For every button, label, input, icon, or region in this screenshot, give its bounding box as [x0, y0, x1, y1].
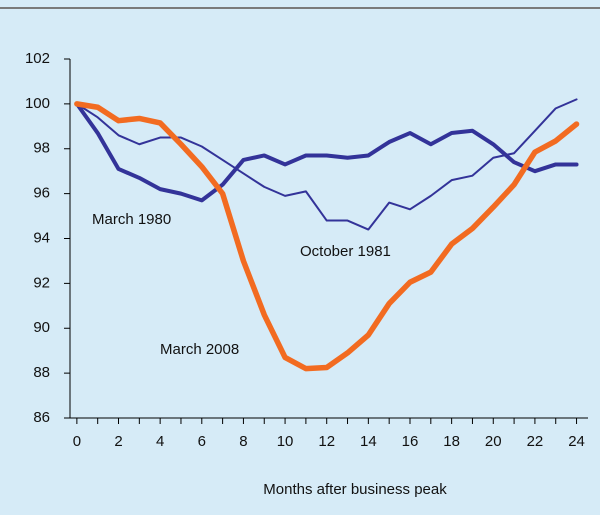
y-tick-label: 94 [33, 229, 50, 246]
y-tick-label: 86 [33, 409, 50, 426]
x-tick-label: 0 [73, 433, 81, 450]
y-tick-label: 98 [33, 140, 50, 157]
x-tick-label: 16 [402, 433, 419, 450]
x-axis-label: Months after business peak [263, 481, 447, 498]
x-tick-label: 10 [277, 433, 294, 450]
x-tick-label: 20 [485, 433, 502, 450]
y-tick-label: 88 [33, 364, 50, 381]
y-tick-label: 100 [25, 95, 50, 112]
x-tick-label: 8 [239, 433, 247, 450]
y-tick-label: 102 [25, 50, 50, 67]
series-annotation: October 1981 [300, 243, 391, 260]
x-tick-label: 2 [114, 433, 122, 450]
series-annotation: March 1980 [92, 211, 171, 228]
x-tick-label: 18 [443, 433, 460, 450]
series-line [75, 98, 578, 231]
series-line [74, 101, 579, 203]
x-tick-label: 14 [360, 433, 377, 450]
series-line [74, 101, 580, 372]
x-tick-label: 22 [527, 433, 544, 450]
y-tick-label: 92 [33, 274, 50, 291]
x-tick-label: 6 [198, 433, 206, 450]
x-tick-label: 12 [318, 433, 335, 450]
x-tick-label: 24 [568, 433, 585, 450]
series-annotation: March 2008 [160, 341, 239, 358]
x-tick-label: 4 [156, 433, 164, 450]
y-tick-label: 96 [33, 185, 50, 202]
top-border [0, 7, 600, 9]
y-tick-label: 90 [33, 319, 50, 336]
